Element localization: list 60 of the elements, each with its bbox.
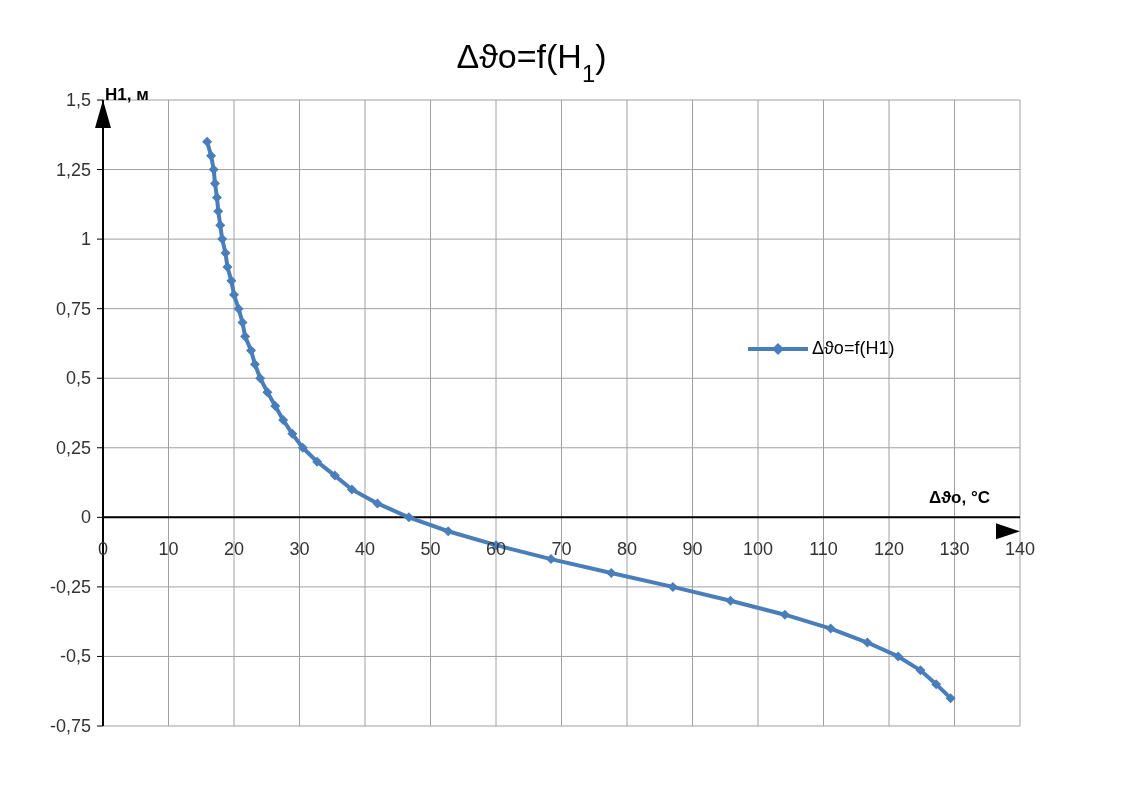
x-tick-label: 20 [223, 539, 245, 560]
point [945, 693, 956, 704]
point [287, 428, 298, 439]
point [372, 498, 383, 509]
x-tick-label: 80 [616, 539, 638, 560]
y-axis-title: H1, м [105, 85, 149, 104]
x-tick-label: 40 [354, 539, 376, 560]
y-tick-label: -0,75 [49, 716, 91, 736]
x-tick-label: 70 [551, 539, 572, 560]
point [270, 401, 281, 412]
point [237, 317, 248, 328]
point [346, 484, 357, 495]
point [725, 595, 736, 606]
y-tick-label: 1,25 [55, 159, 91, 180]
point [329, 470, 340, 481]
y-tick-label: 0,5 [65, 368, 91, 389]
point [240, 331, 251, 342]
y-tick-label: -0,5 [59, 646, 91, 667]
x-tick-label: 130 [939, 539, 970, 560]
point [443, 526, 454, 537]
point [278, 414, 289, 425]
point [262, 387, 273, 398]
point [210, 178, 221, 189]
point [297, 442, 308, 453]
point [931, 679, 942, 690]
point [893, 651, 904, 662]
point [211, 192, 222, 203]
y-tick-label: 0,25 [55, 437, 91, 458]
x-tick-label: 140 [1004, 539, 1036, 560]
x-tick-label: 90 [682, 539, 703, 560]
x-tick-label: 110 [809, 539, 838, 560]
point [546, 554, 557, 565]
x-tick-label: 100 [742, 539, 774, 560]
point [226, 275, 237, 286]
x-tick-label: 120 [873, 539, 905, 560]
point [217, 234, 228, 245]
point [233, 303, 244, 314]
point [255, 373, 266, 384]
point [779, 609, 790, 620]
point [206, 150, 217, 161]
point [246, 345, 257, 356]
y-tick-label: 0,75 [55, 298, 91, 319]
point [202, 136, 213, 147]
point [403, 512, 414, 523]
point [312, 456, 323, 467]
legend-label: Δϑo=f(H1) [812, 338, 895, 359]
point [915, 665, 926, 676]
x-tick-label: 50 [420, 539, 441, 560]
x-tick-label: 30 [289, 539, 310, 560]
point [862, 637, 873, 648]
chart-title: Δϑo=f(H$_{1}$) [456, 37, 607, 87]
point [249, 359, 260, 370]
point [825, 623, 836, 634]
y-tick-label: 1,5 [65, 90, 91, 110]
y-tick-label: 0 [80, 507, 91, 528]
y-tick-label: -0,25 [49, 576, 91, 597]
point [667, 581, 678, 592]
y-tick-label: 1 [80, 229, 91, 250]
x-tick-label: 10 [158, 539, 179, 560]
x-axis-title: Δϑo, °C [928, 488, 990, 508]
